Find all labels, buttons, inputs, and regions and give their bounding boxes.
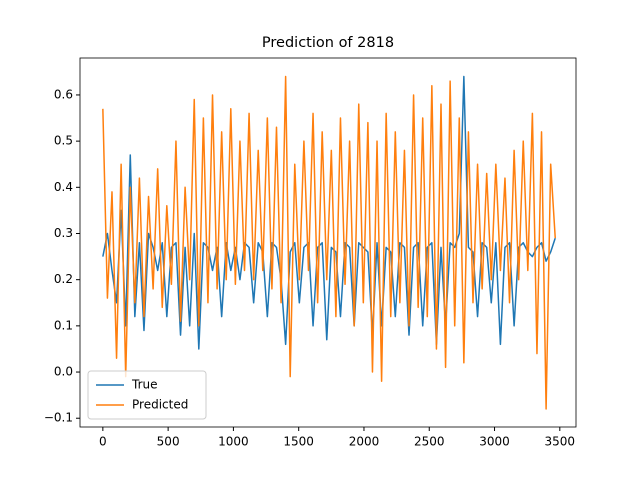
series-line (102, 75, 556, 350)
chart-title: Prediction of 2818 (262, 35, 394, 51)
legend-box (87, 370, 207, 420)
plot-frame (79, 57, 577, 428)
x-tick-label: 2000 (349, 435, 380, 449)
y-tick-label: 0.0 (54, 365, 73, 379)
y-tick-label: 0.6 (54, 87, 73, 101)
x-tick-label: 500 (157, 435, 180, 449)
x-tick-label: 2500 (414, 435, 445, 449)
series-line (102, 75, 556, 410)
y-tick-label: 0.3 (54, 226, 73, 240)
y-tick-label: 0.2 (54, 272, 73, 286)
y-tick-label: −0.1 (44, 411, 73, 425)
x-tick-label: 3000 (479, 435, 510, 449)
x-tick-label: 3500 (545, 435, 576, 449)
x-tick-label: 0 (99, 435, 107, 449)
y-tick-label: 0.1 (54, 318, 73, 332)
x-tick-label: 1500 (283, 435, 314, 449)
y-tick-label: 0.4 (54, 180, 73, 194)
y-tick-label: 0.5 (54, 134, 73, 148)
x-tick-label: 1000 (218, 435, 249, 449)
legend-label: True (131, 378, 158, 392)
legend-label: Predicted (132, 398, 188, 412)
